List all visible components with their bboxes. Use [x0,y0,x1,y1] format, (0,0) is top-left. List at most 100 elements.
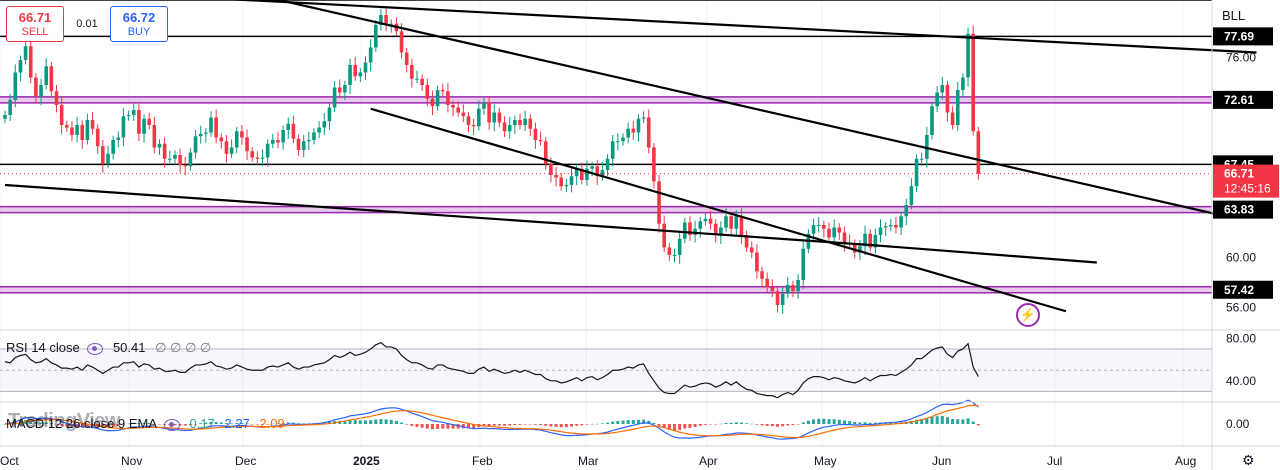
macd-hist-bar [652,422,656,424]
x-tick-label: Mar [578,454,599,468]
candle-body [44,66,48,85]
candle-body [878,227,883,235]
trendline [4,183,871,247]
macd-hist-bar [765,424,769,426]
candle-body [744,235,749,248]
symbol-label[interactable]: BLL [1222,8,1246,23]
eye-icon[interactable] [87,342,104,355]
macd-hist-bar [580,424,584,426]
candle-body [240,131,244,138]
candle-body [780,293,785,305]
candle-body [497,112,502,123]
macd-hist-bar [544,424,548,426]
x-tick-label: Jul [1047,454,1062,468]
macd-hist-bar [734,422,738,424]
candle-body [683,222,687,239]
macd-hist-bar [194,424,198,425]
candle-body [636,118,641,133]
macd-hist-bar [539,424,543,425]
macd-hist-bar [755,424,759,425]
x-tick-label: Apr [699,454,718,468]
candles [3,6,981,314]
macd-hist-bar [848,421,852,424]
macd-hist-bar [364,420,367,424]
flash-icon[interactable]: ⚡ [1016,303,1040,327]
candle-body [708,218,713,224]
candle-body [816,225,821,226]
candle-body [245,137,249,152]
spread-value: 0.01 [76,18,98,30]
candle-body [482,102,486,109]
macd-hist-bar [3,424,7,425]
current-price-bg [1213,164,1279,198]
candle-body [507,125,512,132]
price-tag: 77.69 [1213,27,1273,46]
macd-hist-bar [80,424,84,428]
macd-hist-bar [595,423,599,425]
candle-body [492,112,497,123]
macd-hist-bar [642,419,646,424]
candle-body [796,280,800,292]
macd-hist-bar [472,424,476,429]
candle-body [255,157,260,159]
candle-body [621,137,625,142]
macd-legend[interactable]: MACD 12 26 close 9 EMA 0.17 2.27 2.09 [6,416,285,431]
candle-body [332,87,337,108]
sell-button[interactable]: 66.71 SELL [6,6,64,42]
candle-body [363,62,368,73]
candle-body [502,122,507,132]
rsi-panel: 80.00 40.00 [0,331,1256,399]
macd-tick: 0.00 [1226,417,1250,431]
macd-hist-bar [297,423,301,424]
candle-body [111,140,115,154]
candle-body [137,110,141,134]
candle-body [368,47,373,63]
candle-body [899,216,903,228]
rsi-legend[interactable]: RSI 14 close 50.41 ∅ ∅ ∅ ∅ [6,340,211,356]
macd-hist-bar [467,424,470,429]
candle-body [348,65,352,85]
candle-body [13,72,18,100]
candle-body [755,252,759,272]
candle-body [574,168,579,177]
candle-body [440,90,445,92]
candle-body [178,155,182,165]
candle-body [250,151,254,158]
candle-body [955,90,960,125]
macd-hist-bar [271,423,275,425]
candle-body [559,177,563,187]
candle-body [157,143,162,148]
candle-body [446,91,450,105]
candle-body [461,112,466,117]
price-tag-label: 77.69 [1224,29,1254,43]
macd-hist-bar [776,424,779,427]
candle-body [188,152,193,167]
macd-hist-bar [662,424,666,429]
candle-body [425,85,430,99]
macd-hist-bar [796,424,800,425]
candle-body [271,140,275,144]
macd-hist-bar [915,419,919,424]
sell-price: 66.71 [18,10,52,25]
macd-hist-bar [142,422,146,424]
candle-body [28,46,33,78]
candle-body [8,100,12,115]
candle-body [152,125,157,148]
macd-hist-bar [219,422,223,424]
tradingview-logo: TradingView [8,410,120,432]
gear-icon[interactable]: ⚙ [1242,452,1255,468]
buy-button[interactable]: 66.72 BUY [110,6,168,42]
macd-hist-bar [183,424,187,426]
candle-body [384,15,388,24]
macd-hist-bar [503,424,507,426]
macd-value: 2.27 [224,416,250,431]
candle-body [775,291,780,305]
eye-icon[interactable] [163,418,180,431]
macd-hist-bar [374,419,378,424]
candle-body [811,225,816,234]
macd-hist-value: 0.17 [189,416,215,431]
macd-hist-bar [739,422,743,424]
x-tick-label: Oct [0,454,19,468]
macd-hist-bar [400,422,404,424]
